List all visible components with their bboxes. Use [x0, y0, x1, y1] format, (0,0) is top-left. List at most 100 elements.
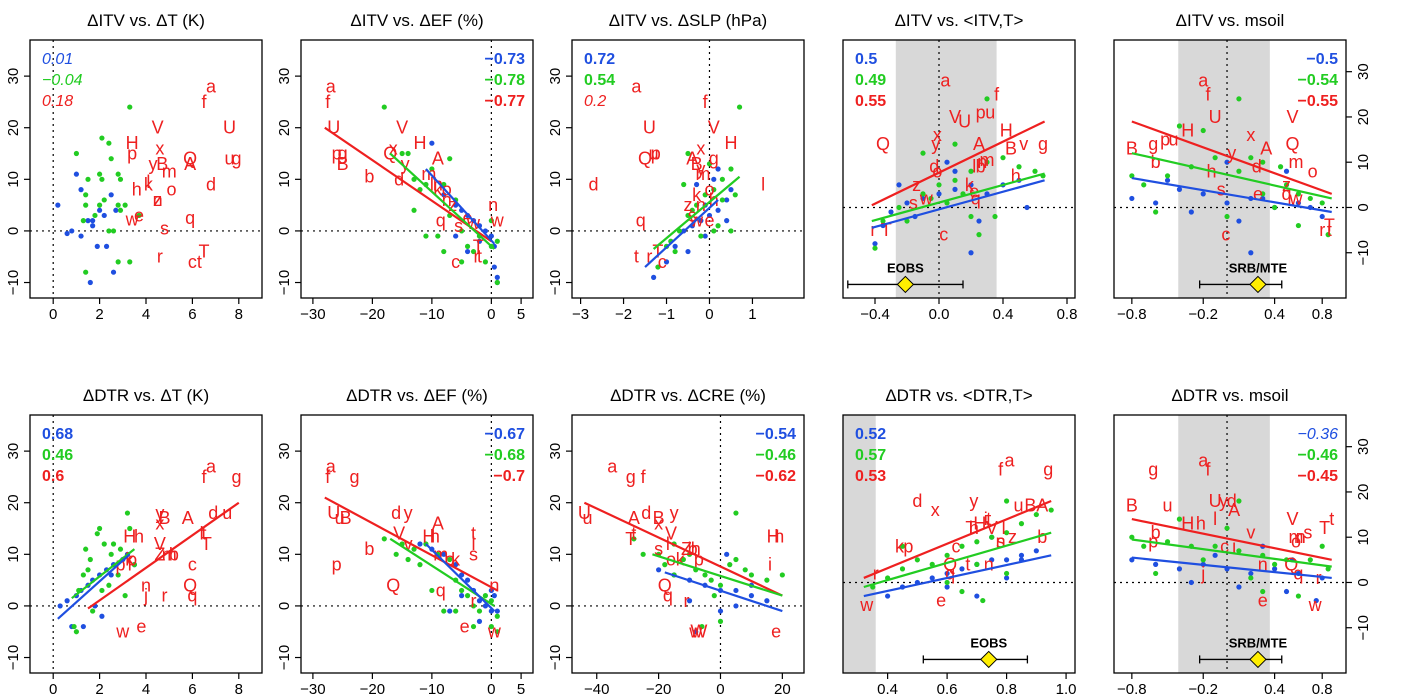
station-label: s: [469, 544, 478, 564]
green-point: [1260, 191, 1266, 197]
green-point: [92, 212, 98, 219]
y-tick-label: 30: [5, 68, 22, 85]
green-point: [1018, 521, 1025, 527]
station-label: r: [157, 247, 163, 267]
station-label: e: [136, 617, 146, 637]
station-label: a: [1198, 450, 1209, 470]
green-point: [904, 218, 910, 224]
station-label: T: [1324, 216, 1335, 236]
blue-point: [724, 197, 730, 203]
y-tick-label: 10: [1355, 154, 1372, 171]
green-point: [1236, 548, 1242, 554]
green-point: [693, 202, 700, 208]
blue-point: [693, 629, 699, 635]
y-tick-label: 10: [276, 171, 293, 188]
green-point: [80, 218, 86, 224]
station-label: A: [973, 134, 985, 154]
green-point: [1032, 168, 1038, 174]
blue-point: [1018, 552, 1025, 558]
blue-point: [952, 186, 958, 192]
station-label: d: [929, 157, 939, 177]
blue-point: [94, 243, 100, 249]
station-label: b: [976, 157, 986, 177]
station-label: w: [125, 210, 140, 230]
station-label: g: [231, 149, 241, 169]
station-label: y: [148, 154, 157, 174]
blue-point: [944, 570, 950, 577]
blue-point: [429, 140, 435, 146]
station-label: r: [471, 591, 477, 611]
station-label: c: [188, 555, 197, 575]
station-label: U: [223, 118, 236, 138]
blue-point: [103, 243, 110, 249]
station-label: b: [1037, 527, 1047, 547]
blue-point: [1283, 168, 1290, 174]
blue-point: [672, 243, 678, 249]
green-point: [1141, 182, 1147, 188]
station-label: U: [327, 503, 340, 523]
blue-trend-line: [871, 179, 1045, 229]
blue-point: [1236, 584, 1242, 590]
green-point: [423, 233, 429, 239]
station-label: U: [1209, 491, 1222, 511]
red-trend-line: [1131, 120, 1333, 195]
green-point: [1153, 209, 1159, 215]
station-label: H: [767, 526, 780, 546]
station-label: f: [703, 92, 709, 112]
green-point: [899, 543, 906, 549]
green-point: [494, 238, 500, 244]
station-label: t: [201, 524, 206, 544]
blue-point: [685, 248, 691, 255]
blue-point: [968, 182, 974, 188]
blue-point: [55, 202, 61, 208]
station-label: z: [684, 195, 693, 215]
green-point: [764, 577, 770, 583]
green-point: [80, 572, 86, 578]
green-point: [944, 552, 950, 558]
station-label: A: [432, 513, 444, 533]
green-point: [1272, 561, 1278, 567]
blue-trend-line: [644, 199, 719, 268]
y-tick-label: −10: [5, 270, 22, 295]
obs-diamond: [896, 275, 915, 294]
blue-point: [1248, 570, 1254, 577]
station-label: g: [709, 149, 719, 169]
station-label: y: [696, 159, 705, 179]
green-point: [1212, 543, 1218, 549]
green-point: [99, 587, 105, 594]
green-point: [1307, 195, 1313, 202]
green-point: [85, 176, 91, 182]
green-point: [1325, 566, 1331, 572]
panel-title: ΔDTR vs. ΔEF (%): [346, 386, 488, 405]
station-label: Q: [183, 149, 197, 169]
green-trend-line: [389, 152, 496, 250]
station-label: Q: [658, 575, 672, 595]
y-tick-label: 0: [5, 602, 22, 610]
correlation-green: −0.68: [485, 447, 526, 464]
green-point: [1224, 213, 1230, 220]
blue-point: [488, 233, 494, 239]
x-tick-label: −20: [360, 681, 385, 698]
green-point: [1260, 159, 1266, 165]
green-point: [1319, 543, 1325, 549]
station-label: H: [1181, 121, 1194, 141]
x-tick-label: 0.6: [937, 681, 958, 698]
station-label: x: [696, 138, 705, 158]
station-label: p: [651, 144, 661, 164]
station-label: Q: [183, 575, 197, 595]
green-point: [1033, 511, 1039, 518]
green-point: [1153, 570, 1159, 577]
green-point: [127, 259, 133, 265]
green-point: [1295, 593, 1302, 599]
panel-title: ΔITV vs. <ITV,T>: [895, 11, 1024, 30]
green-point: [470, 623, 477, 630]
blue-point: [1003, 575, 1010, 581]
station-label: l: [1002, 518, 1006, 538]
station-label: U: [958, 111, 971, 131]
station-label: d: [641, 503, 651, 523]
green-point: [733, 556, 739, 563]
correlation-blue: 0.01: [42, 51, 73, 68]
green-point: [1248, 575, 1254, 581]
panel-4: afVUpuHQxyAgvBmndblohzkwsqeTrcEOBS0.50.4…: [842, 11, 1077, 323]
station-label: a: [1005, 450, 1016, 470]
